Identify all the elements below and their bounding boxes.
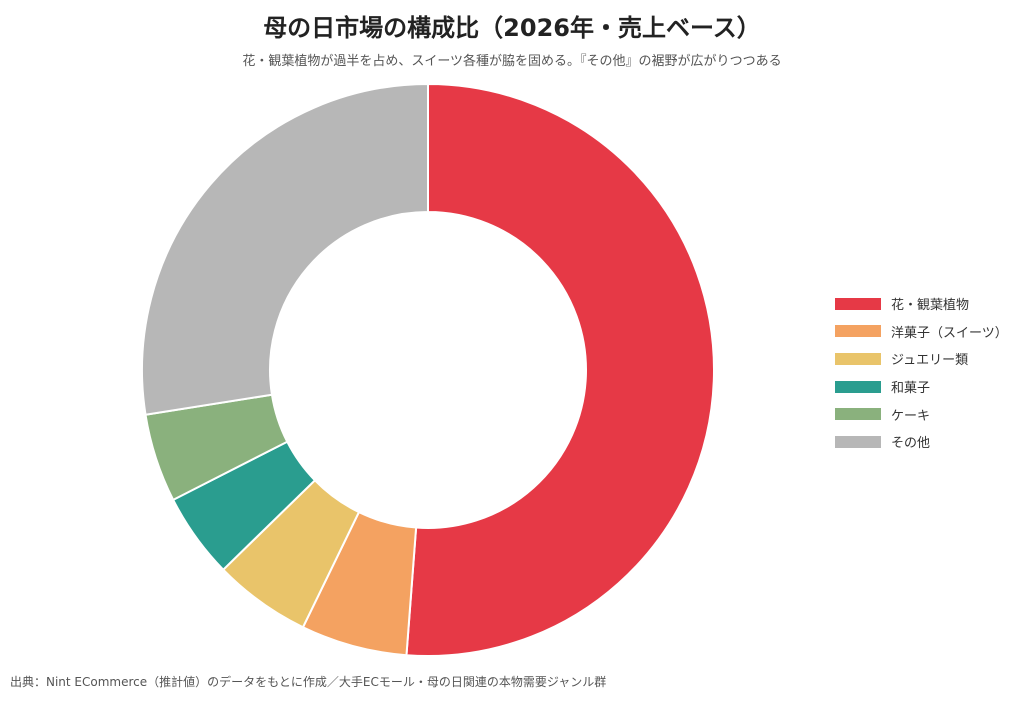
legend-item: 花・観葉植物: [835, 290, 1008, 318]
legend-item: ジュエリー類: [835, 345, 1008, 373]
legend-swatch: [835, 408, 881, 421]
legend-label: ケーキ: [891, 408, 931, 424]
legend-swatch: [835, 380, 881, 393]
legend-swatch: [835, 352, 881, 365]
legend-swatch: [835, 325, 881, 338]
legend-label: 洋菓子（スイーツ）: [891, 325, 1008, 341]
chart-legend: 花・観葉植物洋菓子（スイーツ） ジュエリー類 和菓子ケーキその他: [835, 290, 1008, 456]
donut-slice-1: [405, 82, 715, 657]
legend-swatch: [835, 435, 881, 448]
donut-slice-6: [141, 82, 429, 416]
legend-label: 花・観葉植物: [891, 298, 970, 314]
legend-item: 洋菓子（スイーツ）: [835, 318, 1008, 346]
legend-item: その他: [835, 428, 1008, 456]
legend-item: ケーキ: [835, 400, 1008, 428]
legend-label: 和菓子: [891, 381, 931, 397]
legend-label: その他: [891, 436, 931, 452]
legend-item: 和菓子: [835, 373, 1008, 401]
chart-title: 母の日市場の構成比（2026年・売上ベース）: [263, 14, 761, 42]
legend-swatch: [835, 297, 881, 310]
chart-subtitle: 花・観葉植物が過半を占め、スイーツ各種が脇を固める。『その他』の裾野が広がりつつ…: [242, 54, 782, 69]
source-note: 出典：Nint ECommerce（推計値）のデータをもとに作成／大手ECモール…: [10, 675, 607, 689]
legend-label: ジュエリー類: [891, 353, 969, 369]
